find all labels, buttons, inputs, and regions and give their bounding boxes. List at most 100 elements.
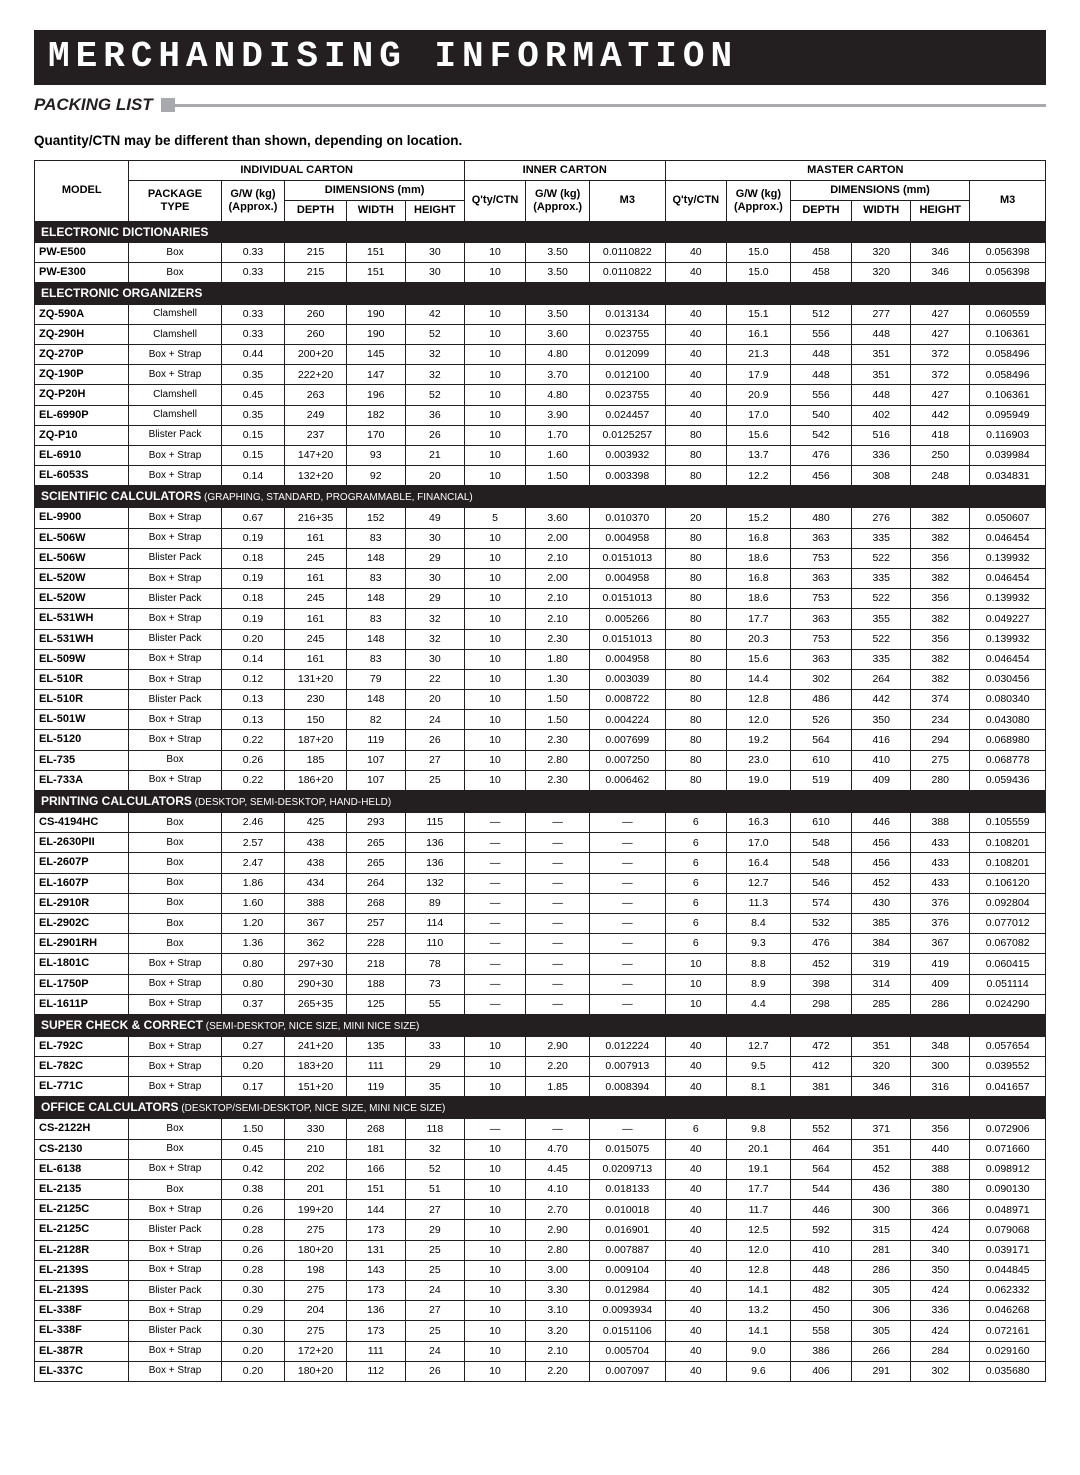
table-cell: 15.2 [727, 508, 791, 528]
table-cell: 40 [665, 324, 726, 344]
table-cell: Box + Strap [129, 609, 221, 629]
table-cell: 398 [790, 974, 851, 994]
table-cell: 10 [464, 1361, 525, 1381]
table-cell: 0.080340 [970, 690, 1046, 710]
note-text: Quantity/CTN may be different than shown… [34, 133, 1046, 148]
table-cell: 363 [790, 568, 851, 588]
table-cell: 0.060415 [970, 954, 1046, 974]
table-cell: 308 [852, 466, 911, 486]
table-cell: 12.7 [727, 873, 791, 893]
table-cell: 384 [852, 934, 911, 954]
table-cell: — [526, 913, 590, 933]
table-cell: 433 [911, 873, 970, 893]
table-cell: 147+20 [285, 446, 346, 466]
table-cell: 0.067082 [970, 934, 1046, 954]
table-cell: 180+20 [285, 1240, 346, 1260]
table-cell: 12.2 [727, 466, 791, 486]
table-cell: 522 [852, 629, 911, 649]
table-cell: Blister Pack [129, 690, 221, 710]
table-cell: EL-1607P [35, 873, 129, 893]
table-cell: 753 [790, 589, 851, 609]
table-cell: 0.039552 [970, 1057, 1046, 1077]
table-cell: 0.071660 [970, 1139, 1046, 1159]
table-cell: 0.010370 [590, 508, 666, 528]
table-cell: — [526, 813, 590, 833]
table-cell: 1.50 [526, 466, 590, 486]
table-cell: Box + Strap [129, 710, 221, 730]
table-cell: ZQ-P20H [35, 385, 129, 405]
table-cell: 9.8 [727, 1119, 791, 1139]
table-cell: 3.70 [526, 365, 590, 385]
table-cell: 30 [405, 528, 464, 548]
table-cell: EL-5120 [35, 730, 129, 750]
table-cell: 6 [665, 893, 726, 913]
col-gw-inner: G/W (kg)(Approx.) [526, 181, 590, 221]
table-cell: 115 [405, 813, 464, 833]
table-cell: 0.15 [221, 446, 285, 466]
table-cell: 10 [464, 1220, 525, 1240]
table-cell: 3.50 [526, 263, 590, 283]
table-cell: 436 [852, 1180, 911, 1200]
table-row: EL-2125CBlister Pack0.2827517329102.900.… [35, 1220, 1046, 1240]
table-cell: Blister Pack [129, 548, 221, 568]
table-cell: 198 [285, 1260, 346, 1280]
table-cell: 0.29 [221, 1301, 285, 1321]
table-cell: — [590, 1119, 666, 1139]
table-cell: 0.35 [221, 405, 285, 425]
table-cell: — [464, 893, 525, 913]
table-cell: 8.9 [727, 974, 791, 994]
table-cell: 4.80 [526, 345, 590, 365]
table-cell: 753 [790, 629, 851, 649]
table-cell: 286 [852, 1260, 911, 1280]
table-cell: 0.050607 [970, 508, 1046, 528]
table-cell: 362 [285, 934, 346, 954]
table-cell: 0.004958 [590, 568, 666, 588]
table-cell: 0.077012 [970, 913, 1046, 933]
table-cell: 24 [405, 1280, 464, 1300]
table-cell: 0.45 [221, 1139, 285, 1159]
table-cell: 80 [665, 690, 726, 710]
table-cell: 15.0 [727, 263, 791, 283]
table-cell: 366 [911, 1200, 970, 1220]
table-cell: 201 [285, 1180, 346, 1200]
colgroup-master: MASTER CARTON [665, 161, 1045, 181]
table-cell: 3.20 [526, 1321, 590, 1341]
table-cell: 16.8 [727, 528, 791, 548]
table-cell: 1.60 [526, 446, 590, 466]
table-cell: 0.018133 [590, 1180, 666, 1200]
table-cell: 234 [911, 710, 970, 730]
table-cell: 0.67 [221, 508, 285, 528]
table-cell: 367 [911, 934, 970, 954]
table-cell: 280 [911, 770, 970, 790]
table-cell: — [526, 974, 590, 994]
table-cell: 294 [911, 730, 970, 750]
table-cell: EL-510R [35, 690, 129, 710]
table-cell: 1.80 [526, 649, 590, 669]
col-qty-inner: Q'ty/CTN [464, 181, 525, 221]
table-cell: 386 [790, 1341, 851, 1361]
table-row: EL-2128RBox + Strap0.26180+2013125102.80… [35, 1240, 1046, 1260]
table-cell: 21.3 [727, 345, 791, 365]
table-row: ZQ-P20HClamshell0.4526319652104.800.0237… [35, 385, 1046, 405]
table-cell: 185 [285, 750, 346, 770]
table-row: EL-531WHBox + Strap0.191618332102.100.00… [35, 609, 1046, 629]
table-cell: 374 [911, 690, 970, 710]
table-cell: Box + Strap [129, 994, 221, 1014]
table-cell: 0.008722 [590, 690, 666, 710]
table-cell: 263 [285, 385, 346, 405]
table-cell: 20.3 [727, 629, 791, 649]
table-cell: 556 [790, 385, 851, 405]
table-cell: 118 [405, 1119, 464, 1139]
table-cell: 0.35 [221, 365, 285, 385]
table-cell: 424 [911, 1321, 970, 1341]
table-cell: 427 [911, 324, 970, 344]
table-cell: — [464, 974, 525, 994]
table-cell: — [464, 934, 525, 954]
table-cell: 25 [405, 1260, 464, 1280]
table-cell: Clamshell [129, 405, 221, 425]
table-cell: 382 [911, 609, 970, 629]
table-cell: 8.4 [727, 913, 791, 933]
table-cell: 0.005704 [590, 1341, 666, 1361]
table-cell: 0.37 [221, 994, 285, 1014]
table-cell: 1.50 [526, 710, 590, 730]
